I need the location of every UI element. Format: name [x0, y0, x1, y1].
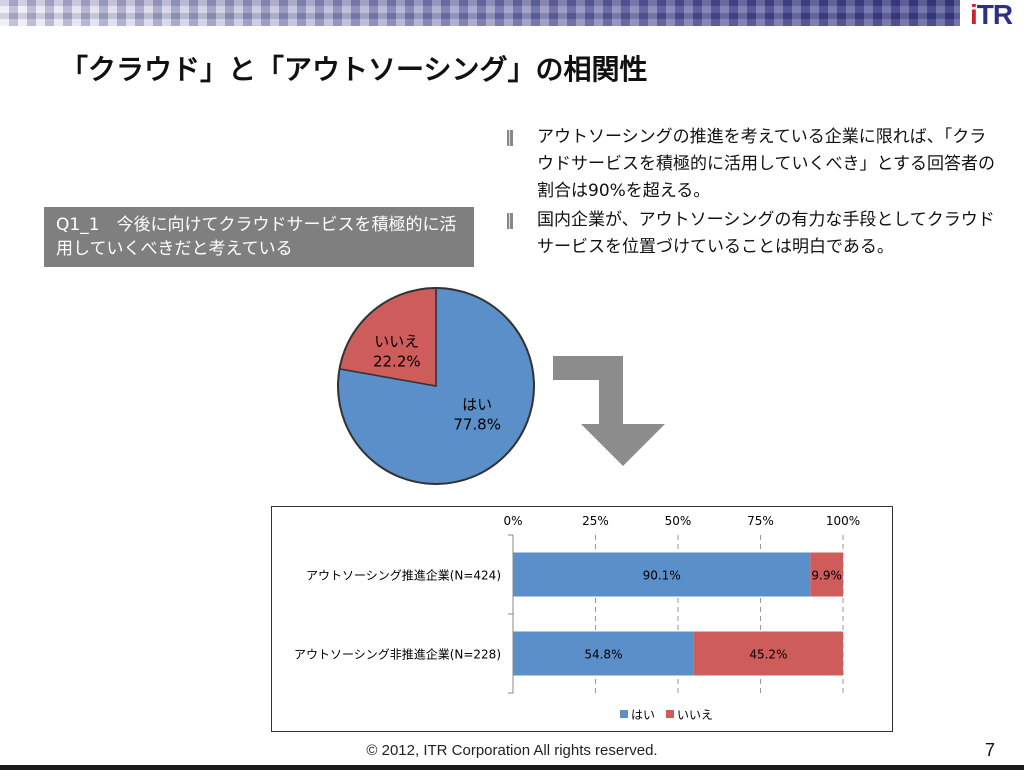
- pie-label: はい: [462, 395, 492, 413]
- pie-outline: [337, 287, 535, 485]
- bullet-text: アウトソーシングの推進を考えている企業に限れば、「クラウドサービスを積極的に活用…: [537, 127, 995, 201]
- bar-value-label: 9.9%: [811, 569, 842, 583]
- pie-value-label: 77.8%: [453, 415, 501, 433]
- legend-label: はい: [631, 708, 655, 722]
- bar-segment-yes: [513, 552, 811, 597]
- bullet-item: 国内企業が、アウトソーシングの有力な手段としてクラウドサービスを位置づけているこ…: [505, 207, 995, 261]
- legend-swatch: [620, 710, 628, 718]
- bar-chart: 0% 25% 50% 75% 100% アウトソーシング推進企業(N=424) 90.1% 9…: [271, 506, 893, 732]
- itr-logo: iTR: [970, 0, 1013, 30]
- bar-segment-no: [810, 552, 843, 597]
- legend-swatch: [666, 710, 674, 718]
- down-arrow-icon: [553, 356, 667, 472]
- page-number: 7: [985, 740, 996, 760]
- copyright: © 2012, ITR Corporation All rights reser…: [366, 742, 658, 759]
- bullet-item: アウトソーシングの推進を考えている企業に限れば、「クラウドサービスを積極的に活用…: [505, 124, 995, 205]
- category-label: アウトソーシング推進企業(N=424): [306, 568, 501, 583]
- x-tick-label: 0%: [503, 514, 522, 528]
- x-tick-label: 25%: [582, 514, 609, 528]
- page-title: 「クラウド」と「アウトソーシング」の相関性: [60, 53, 648, 86]
- legend-label: いいえ: [677, 708, 713, 722]
- bullet-text: 国内企業が、アウトソーシングの有力な手段としてクラウドサービスを位置づけているこ…: [537, 210, 995, 257]
- x-tick-label: 50%: [665, 514, 692, 528]
- bullet-marker-icon: [507, 130, 513, 146]
- x-tick-label: 75%: [747, 514, 774, 528]
- bullet-marker-icon: [507, 213, 513, 229]
- bar-value-label: 45.2%: [749, 648, 787, 662]
- bar-value-label: 54.8%: [584, 648, 622, 662]
- bar-segment-no: [693, 631, 843, 676]
- arrow-shape: [553, 356, 665, 466]
- pie-chart: はい 77.8% いいえ 22.2%: [330, 282, 550, 492]
- bar-segment-yes: [513, 631, 694, 676]
- question-box: Q1_1 今後に向けてクラウドサービスを積極的に活用していくべきだと考えている: [44, 207, 474, 267]
- pie-label: いいえ: [374, 333, 419, 351]
- pie-value-label: 22.2%: [373, 353, 421, 371]
- header-band: [0, 0, 960, 26]
- bar-value-label: 90.1%: [643, 569, 681, 583]
- category-label: アウトソーシング非推進企業(N=228): [294, 647, 501, 662]
- bottom-rule: [0, 765, 1024, 770]
- x-tick-label: 100%: [826, 514, 860, 528]
- bullet-list: アウトソーシングの推進を考えている企業に限れば、「クラウドサービスを積極的に活用…: [505, 124, 995, 263]
